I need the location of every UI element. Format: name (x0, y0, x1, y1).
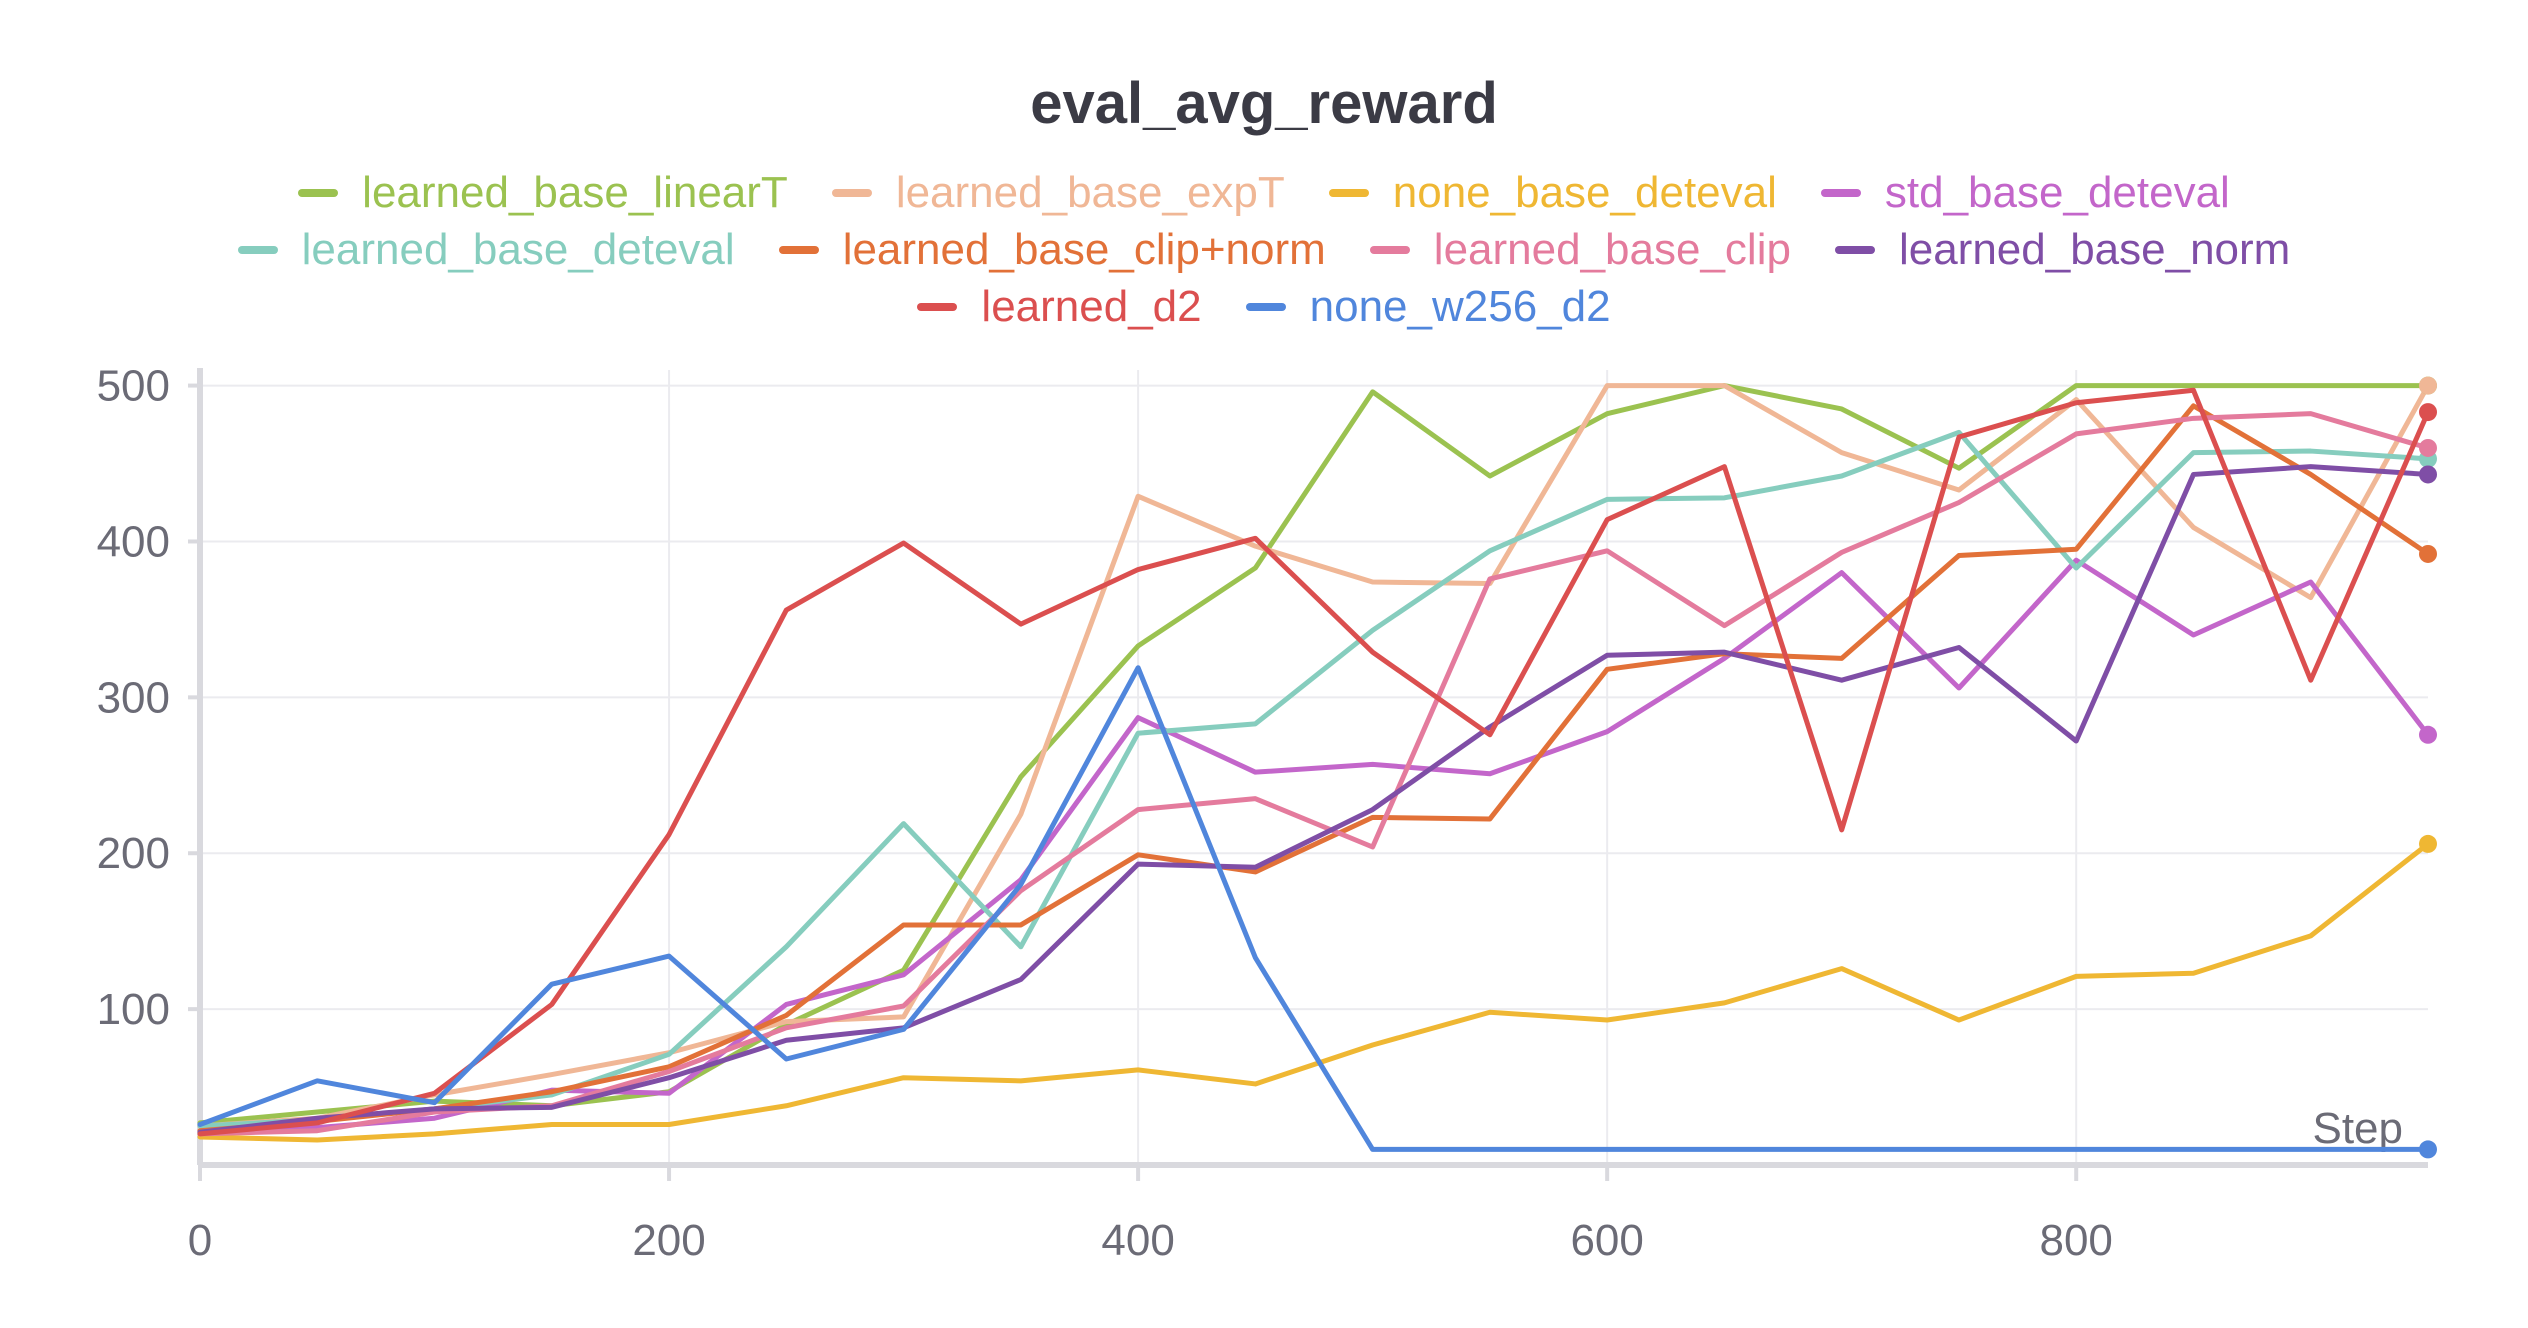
y-tick-label: 300 (97, 673, 170, 722)
chart-title: eval_avg_reward (1030, 71, 1498, 136)
legend-swatch (917, 303, 958, 311)
legend-label: learned_base_norm (1898, 225, 2291, 274)
legend-row: learned_base_deteval learned_base_clip+no… (0, 225, 2528, 275)
legend-label: learned_d2 (981, 282, 1202, 331)
series-end-point (2419, 1140, 2437, 1159)
legend-item[interactable]: learned_base_norm (1834, 225, 2291, 275)
series-end-point (2419, 465, 2437, 484)
series-end-point (2419, 725, 2437, 744)
legend-item[interactable]: learned_base_expT (831, 168, 1285, 218)
legend-label: learned_base_linearT (362, 168, 788, 217)
legend-label: std_base_deteval (1884, 168, 2230, 217)
series-line (197, 841, 2431, 1143)
x-tick-label: 200 (632, 1216, 705, 1265)
y-tick-label: 200 (97, 829, 170, 878)
legend-item[interactable]: none_base_deteval (1328, 168, 1777, 218)
legend-swatch (1328, 189, 1369, 197)
legend-label: none_w256_d2 (1309, 282, 1611, 331)
legend-swatch (831, 189, 872, 197)
legend-label: learned_base_expT (895, 168, 1285, 217)
series-end-point (2419, 438, 2437, 457)
series-line (197, 411, 2431, 1137)
x-axis-title: Step (2312, 1104, 2403, 1153)
legend-item[interactable]: learned_base_linearT (298, 168, 788, 218)
series-line (197, 387, 2431, 1137)
legend-item[interactable]: none_w256_d2 (1245, 282, 1611, 332)
y-tick-label: 500 (97, 362, 170, 411)
x-tick-label: 0 (188, 1216, 212, 1265)
y-tick-label: 400 (97, 517, 170, 566)
y-tick-label: 100 (97, 985, 170, 1034)
series-line (197, 464, 2431, 1135)
series-end-point (2419, 544, 2437, 563)
legend-label: learned_base_clip+norm (842, 225, 1326, 274)
legend-swatch (1820, 189, 1861, 197)
legend-item[interactable]: learned_base_clip+norm (778, 225, 1326, 275)
legend-swatch (1245, 303, 1286, 311)
series-line (197, 383, 2431, 1126)
legend-label: learned_base_clip (1433, 225, 1791, 274)
x-tick-label: 600 (1570, 1216, 1643, 1265)
legend-row: learned_base_linearT learned_base_expT non… (0, 168, 2528, 218)
legend-swatch (298, 189, 339, 197)
legend-swatch (237, 246, 278, 254)
legend-item[interactable]: std_base_deteval (1820, 168, 2230, 218)
x-tick-label: 400 (1101, 1216, 1174, 1265)
legend-swatch (1369, 246, 1410, 254)
series-line (197, 429, 2431, 1129)
series-end-point (2419, 834, 2437, 853)
series-line (197, 665, 2431, 1152)
legend-label: none_base_deteval (1392, 168, 1777, 217)
series-line (197, 383, 2431, 1129)
legend-item[interactable]: learned_d2 (917, 282, 1202, 332)
series-end-point (2419, 403, 2437, 422)
legend-item[interactable]: learned_base_deteval (237, 225, 735, 275)
legend-row: learned_d2 none_w256_d2 (0, 282, 2528, 332)
legend-label: learned_base_deteval (301, 225, 735, 274)
legend-item[interactable]: learned_base_clip (1369, 225, 1791, 275)
legend-swatch (778, 246, 819, 254)
series-end-point (2419, 376, 2437, 395)
legend-swatch (1834, 246, 1875, 254)
x-tick-label: 800 (2039, 1216, 2112, 1265)
series-line (197, 403, 2431, 1134)
